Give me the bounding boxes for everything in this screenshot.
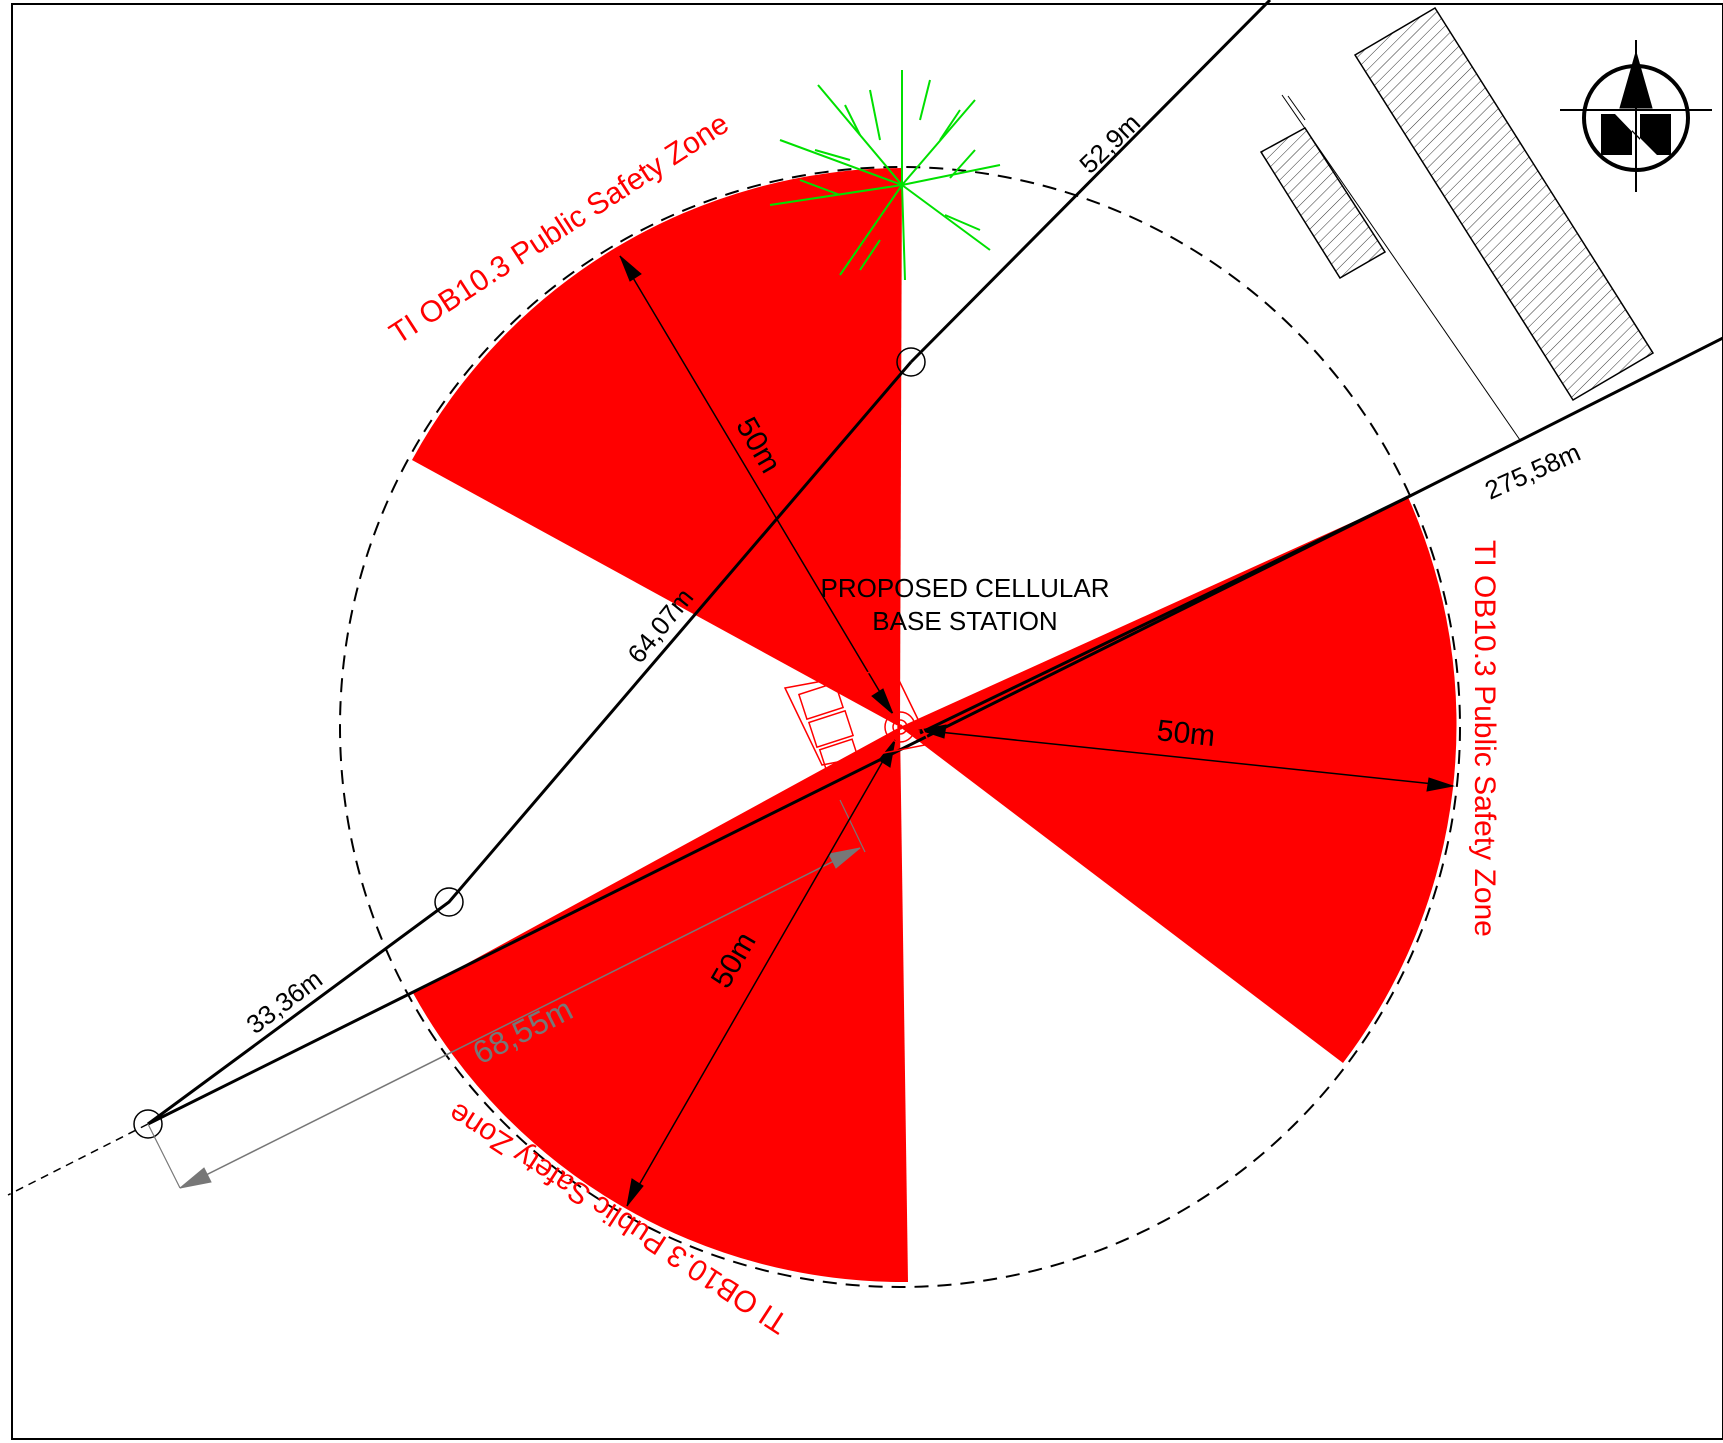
north-arrow-icon xyxy=(1560,40,1712,192)
tree-icon xyxy=(769,70,1001,281)
safety-sectors xyxy=(412,168,1457,1283)
routes xyxy=(7,0,1723,1196)
distance-label-road-north: 52,9m xyxy=(1073,108,1146,180)
boundary-line-b xyxy=(1287,95,1306,121)
safety-sector-east xyxy=(900,497,1457,1063)
base-station-label-line2: BASE STATION xyxy=(872,606,1057,636)
route-path-mid xyxy=(147,361,913,1126)
radius-label-east: 50m xyxy=(1155,714,1216,753)
building-large xyxy=(1353,6,1655,402)
waypoint-mid xyxy=(434,887,464,917)
offset-dimension xyxy=(147,799,866,1189)
waypoint-start xyxy=(133,1109,163,1139)
road-north xyxy=(909,0,1272,364)
radius-arrows xyxy=(619,255,1455,1207)
radius-arrow-southwest xyxy=(626,739,896,1207)
route-path-low xyxy=(147,495,1409,1126)
road-west-dashed xyxy=(7,1123,149,1196)
safety-sector-north xyxy=(412,168,902,727)
zone-label-east: TI OB10.3 Public Safety Zone xyxy=(1468,540,1501,937)
road-east xyxy=(1407,336,1723,499)
drawing-frame xyxy=(11,3,1723,1440)
distance-label-road-east: 275,58m xyxy=(1480,437,1585,506)
base-station-compound xyxy=(783,667,932,770)
building-small xyxy=(1259,127,1387,280)
radius-arrow-east xyxy=(919,729,1454,787)
feeder-east xyxy=(919,495,1409,735)
boundary-line-a xyxy=(1281,94,1521,441)
waypoint-north xyxy=(896,347,926,377)
radius-arrow-north xyxy=(619,255,894,715)
safety-radius-circle xyxy=(339,166,1461,1288)
safety-sector-southwest xyxy=(413,727,908,1283)
base-station-label-line1: PROPOSED CELLULAR xyxy=(821,573,1110,603)
